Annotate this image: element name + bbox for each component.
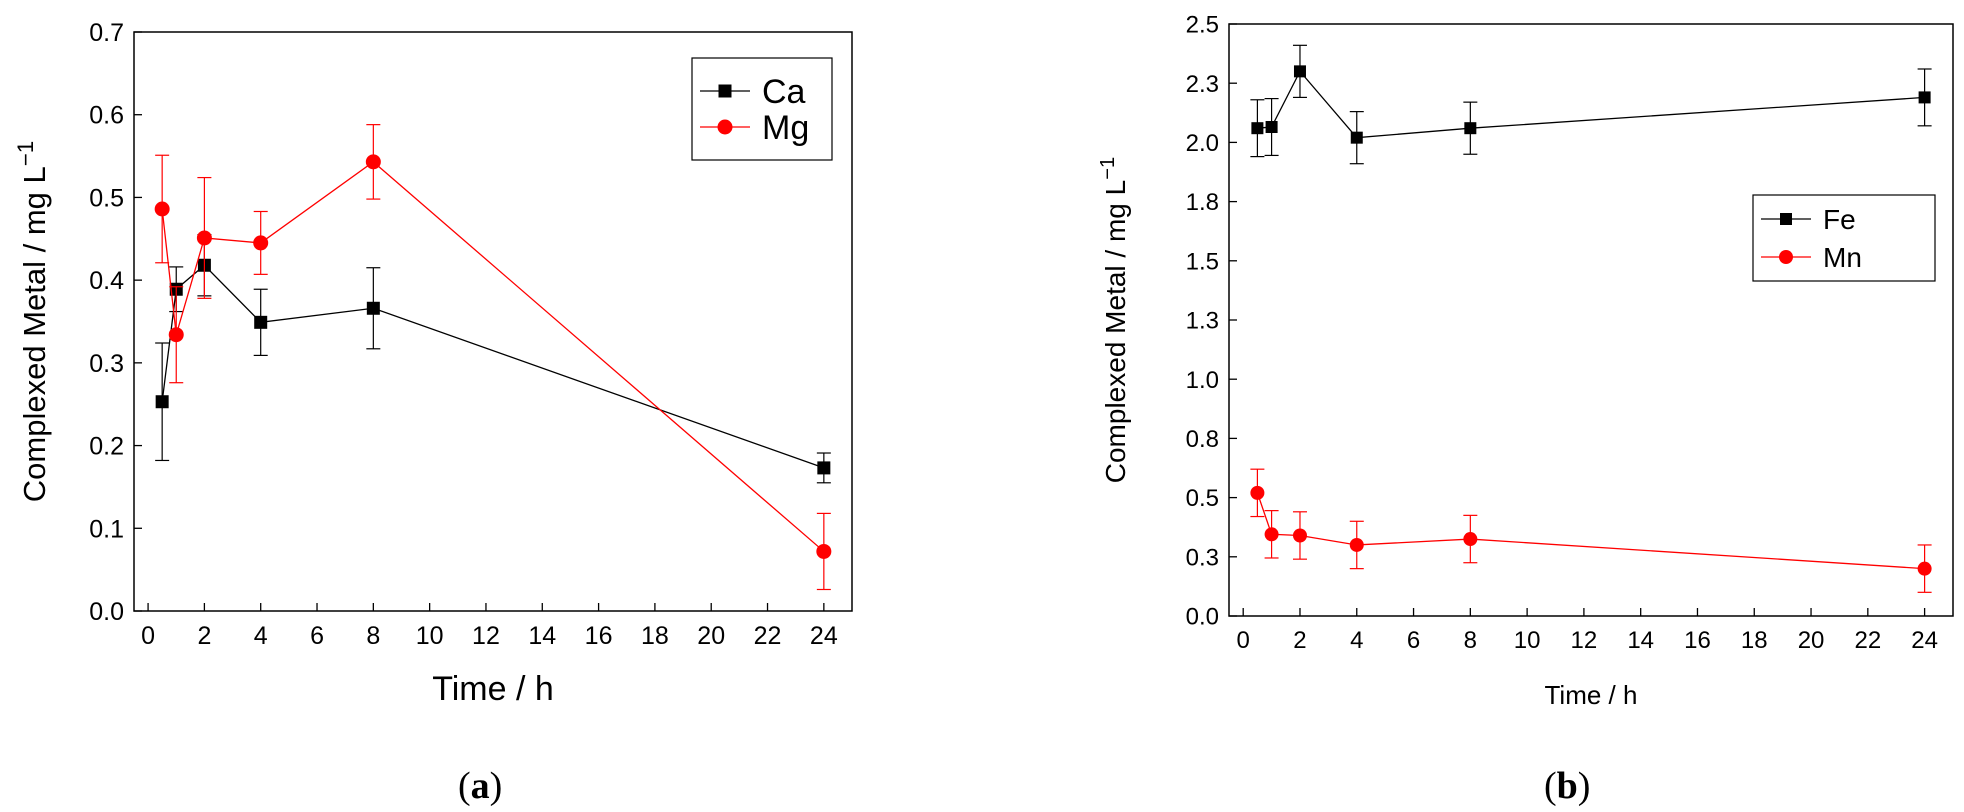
x-tick-label: 4 <box>254 622 268 650</box>
x-tick-label: 8 <box>1464 627 1477 654</box>
data-point-fe <box>1350 131 1363 144</box>
y-tick-label: 1.3 <box>1186 308 1219 335</box>
x-tick-label: 10 <box>1514 627 1541 654</box>
data-point-ca <box>254 315 268 329</box>
x-tick-label: 4 <box>1350 627 1363 654</box>
x-tick-label: 22 <box>754 622 782 650</box>
plot-frame <box>1228 23 1954 617</box>
data-point-mg <box>154 201 170 217</box>
x-tick-label: 22 <box>1854 627 1881 654</box>
data-point-fe <box>1464 122 1477 135</box>
y-tick-label: 2.0 <box>1186 130 1219 157</box>
data-point-ca <box>817 461 831 475</box>
x-tick-label: 8 <box>366 622 380 650</box>
x-tick-label: 24 <box>810 622 838 650</box>
series-line-mg <box>161 161 825 552</box>
x-tick-label: 16 <box>1684 627 1711 654</box>
x-tick-label: 20 <box>697 622 725 650</box>
data-point-fe <box>1265 121 1278 134</box>
chart-a: 0 2 4 6 8 10 12 14 16 18 20 22 240.00.10.20.30.40.50… <box>13 19 853 708</box>
chart-b: 0 2 4 6 8 10 12 14 16 18 20 22 240.00.30.50.81.01.31… <box>1097 12 1954 710</box>
data-point-mg <box>816 543 832 559</box>
y-tick-label: 2.5 <box>1186 12 1219 39</box>
x-tick-label: 14 <box>528 622 556 650</box>
y-tick-label: 0.3 <box>89 350 124 378</box>
legend-label: Mn <box>1823 242 1862 273</box>
x-tick-label: 10 <box>416 622 444 650</box>
y-axis-label-text: Complexed Metal / mg L <box>17 166 52 502</box>
y-tick-label: 0.3 <box>1186 544 1219 571</box>
data-point-mg <box>196 230 212 246</box>
y-tick-label: 2.3 <box>1186 71 1219 98</box>
data-point-mn <box>1463 532 1478 547</box>
y-tick-label: 0.8 <box>1186 426 1219 453</box>
x-tick-label: 6 <box>310 622 324 650</box>
legend-marker <box>1779 250 1793 264</box>
data-point-mn <box>1292 528 1307 543</box>
x-tick-label: 18 <box>1741 627 1768 654</box>
y-tick-label: 0.4 <box>89 267 124 295</box>
legend-box <box>1752 194 1936 282</box>
y-tick-label: 0.5 <box>1186 485 1219 512</box>
y-tick-label: 1.8 <box>1186 189 1219 216</box>
x-tick-label: 2 <box>197 622 211 650</box>
x-tick-label: 0 <box>1237 627 1250 654</box>
data-point-mg <box>168 327 184 343</box>
x-tick-label: 12 <box>472 622 500 650</box>
y-axis-label: Complexed Metal / mg L−1 <box>13 141 53 502</box>
x-tick-label: 2 <box>1293 627 1306 654</box>
y-tick-label: 1.0 <box>1186 367 1219 394</box>
y-tick-label: 0.6 <box>89 102 124 130</box>
x-tick-label: 24 <box>1911 627 1938 654</box>
x-tick-label: 12 <box>1571 627 1598 654</box>
data-point-fe <box>1293 65 1306 78</box>
y-tick-label: 0.7 <box>89 19 124 47</box>
caption-b: (b) <box>1544 765 1591 807</box>
x-axis-label: Time / h <box>1545 680 1638 710</box>
x-tick-label: 6 <box>1407 627 1420 654</box>
y-tick-label: 0.5 <box>89 184 124 212</box>
data-point-mg <box>365 154 381 170</box>
x-tick-label: 0 <box>141 622 155 650</box>
data-point-mn <box>1349 537 1364 552</box>
data-point-mn <box>1264 527 1279 542</box>
legend-label: Fe <box>1823 204 1856 235</box>
y-tick-label: 0.0 <box>89 598 124 626</box>
data-point-ca <box>366 301 380 315</box>
legend-marker <box>718 84 732 98</box>
data-point-mn <box>1250 485 1265 500</box>
y-axis-label-superscript: −1 <box>13 141 38 166</box>
x-axis-label: Time / h <box>432 670 554 708</box>
y-tick-label: 0.2 <box>89 433 124 461</box>
data-point-fe <box>1918 91 1931 104</box>
x-tick-label: 20 <box>1798 627 1825 654</box>
y-tick-label: 0.1 <box>89 515 124 543</box>
y-tick-label: 0.0 <box>1186 604 1219 631</box>
y-axis-label: Complexed Metal / mg L−1 <box>1097 157 1131 483</box>
legend-label: Mg <box>762 109 809 147</box>
legend-label: Ca <box>762 73 806 111</box>
y-tick-label: 1.5 <box>1186 248 1219 275</box>
plot-frame <box>133 31 853 612</box>
data-point-mn <box>1917 561 1932 576</box>
caption-a: (a) <box>458 765 503 807</box>
x-tick-label: 16 <box>585 622 613 650</box>
legend-marker <box>717 119 733 135</box>
data-point-mg <box>253 235 269 251</box>
series-line-mn <box>1256 492 1925 570</box>
y-axis-label-superscript: −1 <box>1097 157 1119 180</box>
x-tick-label: 18 <box>641 622 669 650</box>
series-line-fe <box>1257 70 1925 139</box>
data-point-ca <box>155 395 169 409</box>
series-line-ca <box>161 264 825 469</box>
legend-marker <box>1780 213 1792 225</box>
legend-box <box>691 57 833 161</box>
data-point-fe <box>1251 122 1264 135</box>
x-tick-label: 14 <box>1627 627 1654 654</box>
y-axis-label-text: Complexed Metal / mg L <box>1100 180 1131 483</box>
